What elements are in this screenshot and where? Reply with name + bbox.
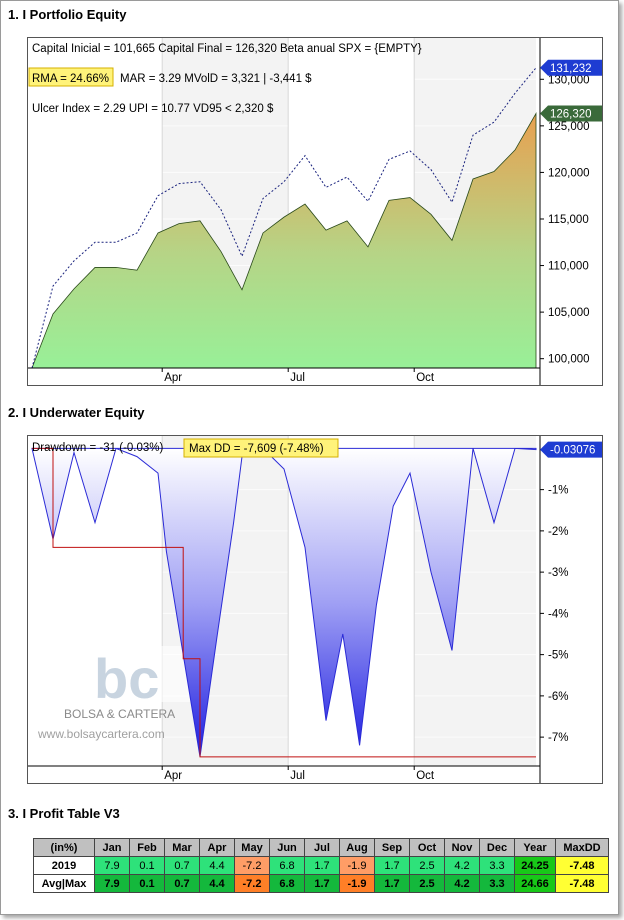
rma-highlight-box [28, 67, 114, 87]
x-tick-label: Jul [290, 770, 305, 782]
y-tick-label: -3% [548, 567, 568, 579]
table-cell: 1.7 [374, 856, 410, 875]
equity-stats-line1: Capital Inicial = 101,665 Capital Final … [32, 43, 422, 55]
svg-text:131,232: 131,232 [550, 63, 592, 75]
table-cell: 0.7 [164, 856, 200, 875]
table-cell: 4.2 [444, 856, 480, 875]
y-tick-label: 115,000 [548, 214, 589, 226]
table-cell: 4.4 [199, 874, 235, 893]
watermark: bc BOLSA & CARTERA www.bolsaycartera.com [37, 646, 198, 741]
table-cell: 7.9 [94, 856, 130, 875]
section-title-profit: 3. I Profit Table V3 [8, 806, 120, 821]
y-tick-label: -5% [548, 650, 568, 662]
table-header-cell: Dec [479, 838, 515, 857]
table-header-cell: Year [514, 838, 556, 857]
equity-rma-label: RMA = 24.66% [32, 73, 109, 85]
table-header-cell: Nov [444, 838, 480, 857]
table-header-cell: Jul [304, 838, 340, 857]
benchmark-value-tag: 131,232 [540, 59, 602, 76]
table-header-cell: Mar [164, 838, 200, 857]
maxdd-highlight-box [183, 438, 339, 458]
table-header-row: (in%) Jan Feb Mar Apr May Jun Jul Aug Sep Oct Nov De… [33, 838, 609, 857]
x-tick-label: Apr [164, 770, 182, 782]
y-tick-label: -6% [548, 691, 568, 703]
table-header-cell: Aug [339, 838, 375, 857]
equity-value-tag: 126,320 [540, 105, 602, 122]
table-cell: 4.2 [444, 874, 480, 893]
table-cell: 1.7 [304, 874, 340, 893]
table-row: Avg|Max 7.9 0.1 0.7 4.4 -7.2 6.8 1.7 -1.9 1.7 2.5 4… [33, 874, 609, 893]
table-header-cell: Oct [409, 838, 445, 857]
y-tick-label: -4% [548, 608, 568, 620]
table-cell: -7.2 [234, 856, 270, 875]
underwater-chart: bc BOLSA & CARTERA www.bolsaycartera.com… [28, 436, 602, 783]
table-cell: -1.9 [339, 874, 375, 893]
table-cell: 1.7 [304, 856, 340, 875]
profit-table: (in%) Jan Feb Mar Apr May Jun Jul Aug Sep Oct Nov De… [33, 838, 609, 893]
equity-stats-line2: MAR = 3.29 MVolD = 3,321 | -3,441 $ [120, 73, 312, 85]
section-title-underwater: 2. I Underwater Equity [8, 405, 145, 420]
table-header-cell: May [234, 838, 270, 857]
table-header-cell: Jun [269, 838, 305, 857]
table-header-cell: Sep [374, 838, 410, 857]
table-cell: 1.7 [374, 874, 410, 893]
table-cell: -7.2 [234, 874, 270, 893]
svg-text:-0.03076: -0.03076 [550, 445, 595, 457]
table-row: 2019 7.9 0.1 0.7 4.4 -7.2 6.8 1.7 -1.9 1.7 2.5 4.2 3… [33, 856, 609, 875]
y-tick-label: 105,000 [548, 307, 590, 319]
watermark-name: BOLSA & CARTERA [64, 707, 175, 721]
equity-area-series [31, 112, 537, 369]
y-tick-label: 120,000 [548, 167, 590, 179]
table-cell: 24.66 [514, 874, 556, 893]
table-cell: 0.1 [129, 874, 165, 893]
y-tick-label: 110,000 [548, 261, 589, 273]
x-tick-label: Jul [290, 372, 305, 384]
watermark-logo: bc [94, 647, 159, 710]
table-cell: -1.9 [339, 856, 375, 875]
table-header-cell: Feb [129, 838, 165, 857]
svg-text:126,320: 126,320 [550, 109, 592, 121]
table-header-cell: Jan [94, 838, 130, 857]
table-cell: 0.7 [164, 874, 200, 893]
table-cell: 7.9 [94, 874, 130, 893]
drawdown-value-tag: -0.03076 [540, 441, 602, 458]
table-cell: 3.3 [479, 874, 515, 893]
table-header-cell: Apr [199, 838, 235, 857]
y-tick-label: -7% [548, 732, 568, 744]
equity-chart: 100,000 105,000 110,000 115,000 120,000 125,0… [28, 38, 602, 385]
drawdown-label: Drawdown = -31 (-0.03%) [32, 442, 164, 454]
table-cell: 24.25 [514, 856, 556, 875]
table-row-label: Avg|Max [33, 874, 95, 893]
table-cell: -7.48 [555, 874, 609, 893]
equity-chart-panel: 100,000 105,000 110,000 115,000 120,000 125,0… [27, 37, 603, 386]
watermark-url: www.bolsaycartera.com [37, 727, 165, 741]
table-row-label: 2019 [33, 856, 95, 875]
y-tick-label: 130,000 [548, 74, 590, 86]
underwater-chart-panel: bc BOLSA & CARTERA www.bolsaycartera.com… [27, 435, 603, 784]
maxdd-line-series [32, 447, 536, 758]
maxdd-label: Max DD = -7,609 (-7.48%) [189, 443, 324, 455]
table-cell: 3.3 [479, 856, 515, 875]
x-tick-label: Apr [164, 372, 182, 384]
table-cell: 2.5 [409, 874, 445, 893]
y-tick-label: -1% [548, 485, 568, 497]
section-title-equity: 1. I Portfolio Equity [8, 7, 127, 22]
y-tick-label: 125,000 [548, 121, 590, 133]
y-tick-label: 100,000 [548, 354, 590, 366]
table-cell: 6.8 [269, 874, 305, 893]
x-tick-label: Oct [416, 770, 435, 782]
equity-stats-line3: Ulcer Index = 2.29 UPI = 10.77 VD95 < 2,… [32, 103, 274, 115]
table-cell: -7.48 [555, 856, 609, 875]
table-cell: 0.1 [129, 856, 165, 875]
table-cell: 2.5 [409, 856, 445, 875]
drawdown-area-series [31, 447, 537, 758]
table-cell: 4.4 [199, 856, 235, 875]
y-tick-label: -2% [548, 526, 568, 538]
table-cell: 6.8 [269, 856, 305, 875]
x-tick-label: Oct [416, 372, 435, 384]
table-header-cell: (in%) [33, 838, 95, 857]
table-header-cell: MaxDD [555, 838, 609, 857]
